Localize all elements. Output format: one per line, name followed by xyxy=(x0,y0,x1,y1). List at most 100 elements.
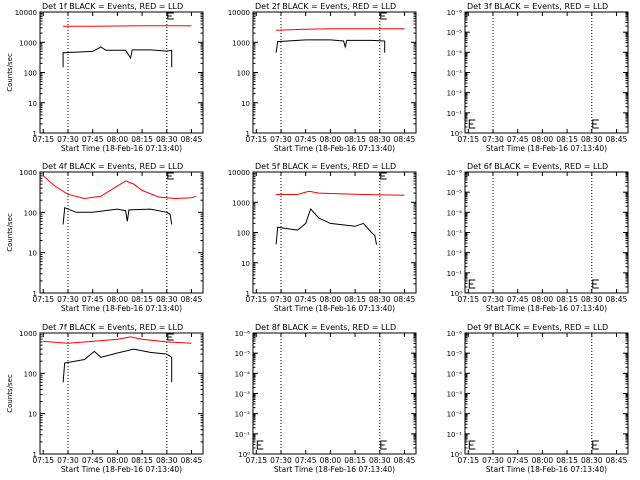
plot-title: Det 2f BLACK = Events, RED = LLD xyxy=(255,2,396,11)
x-tick-label: 08:30 xyxy=(369,456,391,465)
x-tick-label: 07:15 xyxy=(245,295,267,304)
y-tick-label: 10⁻³ xyxy=(235,391,251,399)
x-tick-label: 08:00 xyxy=(532,295,554,304)
x-tick-label: 08:15 xyxy=(131,456,153,465)
bracket-mark xyxy=(167,333,174,341)
plot-frame xyxy=(252,332,417,455)
plot-title: Det 7f BLACK = Events, RED = LLD xyxy=(42,323,183,332)
plot-frame xyxy=(39,332,204,455)
y-tick-label: 10000 xyxy=(228,169,250,177)
plot-title: Det 4f BLACK = Events, RED = LLD xyxy=(42,162,183,171)
x-tick-label: 08:45 xyxy=(606,135,628,144)
y-tick-label: 1000 xyxy=(232,39,250,47)
plot-frame xyxy=(464,11,629,134)
x-tick-label: 07:45 xyxy=(507,295,529,304)
bracket-mark xyxy=(380,12,387,20)
x-tick-label: 08:30 xyxy=(369,295,391,304)
x-tick-label: 07:30 xyxy=(270,456,292,465)
y-tick-label: 1000 xyxy=(19,169,37,177)
x-tick-label: 08:30 xyxy=(369,135,391,144)
plot-panel: Det 7f BLACK = Events, RED = LLD 1 10 100 10… xyxy=(6,323,204,474)
x-tick-label: 08:15 xyxy=(344,135,366,144)
y-tick-label: 10 xyxy=(241,100,250,108)
x-tick-label: 08:15 xyxy=(131,295,153,304)
y-tick-label: 100 xyxy=(237,230,250,238)
y-axis-label: Counts/sec xyxy=(6,53,14,92)
x-tick-label: 08:00 xyxy=(320,295,342,304)
y-tick-label: 10⁻² xyxy=(447,411,463,419)
events-series-line xyxy=(62,348,173,383)
x-tick-label: 08:00 xyxy=(107,135,129,144)
y-tick-label: 10 xyxy=(241,260,250,268)
y-tick-label: 10 xyxy=(28,100,37,108)
x-tick-label: 07:30 xyxy=(57,295,79,304)
y-tick-label: 10⁰ xyxy=(450,130,462,138)
x-axis-label: Start Time (18-Feb-16 07:13:40) xyxy=(61,465,182,474)
y-axis-label: Counts/sec xyxy=(6,374,14,413)
x-tick-label: 08:15 xyxy=(556,135,578,144)
y-tick-label: 10⁻⁶ xyxy=(447,9,463,17)
x-tick-label: 08:45 xyxy=(606,295,628,304)
bracket-mark xyxy=(592,440,599,450)
x-tick-label: 07:15 xyxy=(32,295,54,304)
y-tick-label: 10 xyxy=(28,250,37,258)
x-tick-label: 08:15 xyxy=(344,295,366,304)
x-tick-label: 08:45 xyxy=(394,295,416,304)
lld-series-line xyxy=(42,175,197,200)
x-tick-label: 08:00 xyxy=(107,456,129,465)
y-tick-label: 10⁻² xyxy=(447,250,463,258)
x-axis-label: Start Time (18-Feb-16 07:13:40) xyxy=(486,144,607,153)
x-tick-label: 07:45 xyxy=(507,135,529,144)
x-tick-label: 08:45 xyxy=(606,456,628,465)
y-tick-label: 10⁻³ xyxy=(447,230,463,238)
y-tick-label: 10⁻⁴ xyxy=(235,370,251,378)
bracket-mark xyxy=(592,279,599,289)
x-tick-label: 07:45 xyxy=(82,135,104,144)
plot-title: Det 5f BLACK = Events, RED = LLD xyxy=(255,162,396,171)
plot-frame xyxy=(39,11,204,134)
x-tick-label: 07:15 xyxy=(32,135,54,144)
plot-title: Det 6f BLACK = Events, RED = LLD xyxy=(467,162,608,171)
y-axis-label: Counts/sec xyxy=(6,213,14,252)
y-tick-label: 10⁻³ xyxy=(447,391,463,399)
y-tick-label: 1 xyxy=(246,290,250,298)
bracket-mark xyxy=(592,119,599,129)
x-axis-label: Start Time (18-Feb-16 07:13:40) xyxy=(486,304,607,313)
bracket-mark xyxy=(380,172,387,180)
plot-title: Det 9f BLACK = Events, RED = LLD xyxy=(467,323,608,332)
y-tick-label: 10⁻¹ xyxy=(235,431,251,439)
plot-panel: Det 8f BLACK = Events, RED = LLD 10⁰ 10⁻¹ 1… xyxy=(235,323,417,474)
bracket-mark xyxy=(167,12,174,20)
x-tick-label: 08:00 xyxy=(532,135,554,144)
x-tick-label: 07:30 xyxy=(270,135,292,144)
y-tick-label: 1 xyxy=(33,130,37,138)
x-tick-label: 08:15 xyxy=(131,135,153,144)
y-tick-label: 10⁻¹ xyxy=(447,110,463,118)
x-tick-label: 07:30 xyxy=(482,456,504,465)
x-tick-label: 08:30 xyxy=(581,295,603,304)
plot-panel: Det 6f BLACK = Events, RED = LLD 10⁰ 10⁻¹ 1… xyxy=(447,162,629,313)
plot-panel: Det 2f BLACK = Events, RED = LLD 1 10 100 10… xyxy=(228,2,417,153)
y-tick-label: 1000 xyxy=(19,330,37,338)
events-series-line xyxy=(275,39,386,53)
y-tick-label: 10⁻¹ xyxy=(447,270,463,278)
x-tick-label: 08:30 xyxy=(581,135,603,144)
plot-frame xyxy=(39,171,204,294)
bracket-mark xyxy=(468,119,476,129)
x-tick-label: 07:45 xyxy=(507,456,529,465)
y-tick-label: 10⁻⁵ xyxy=(447,350,463,358)
x-tick-label: 07:30 xyxy=(57,456,79,465)
x-tick-label: 07:45 xyxy=(82,295,104,304)
x-axis-label: Start Time (18-Feb-16 07:13:40) xyxy=(61,144,182,153)
plot-panel: Det 1f BLACK = Events, RED = LLD 1 10 100 10… xyxy=(6,2,204,153)
y-tick-label: 100 xyxy=(237,70,250,78)
x-tick-label: 07:30 xyxy=(270,295,292,304)
plot-frame xyxy=(464,332,629,455)
y-tick-label: 10⁻² xyxy=(235,411,251,419)
y-tick-label: 10⁻⁴ xyxy=(447,370,463,378)
y-tick-label: 1000 xyxy=(19,39,37,47)
x-tick-label: 07:45 xyxy=(295,295,317,304)
y-tick-label: 10⁰ xyxy=(450,451,462,459)
y-tick-label: 10⁻⁶ xyxy=(447,330,463,338)
